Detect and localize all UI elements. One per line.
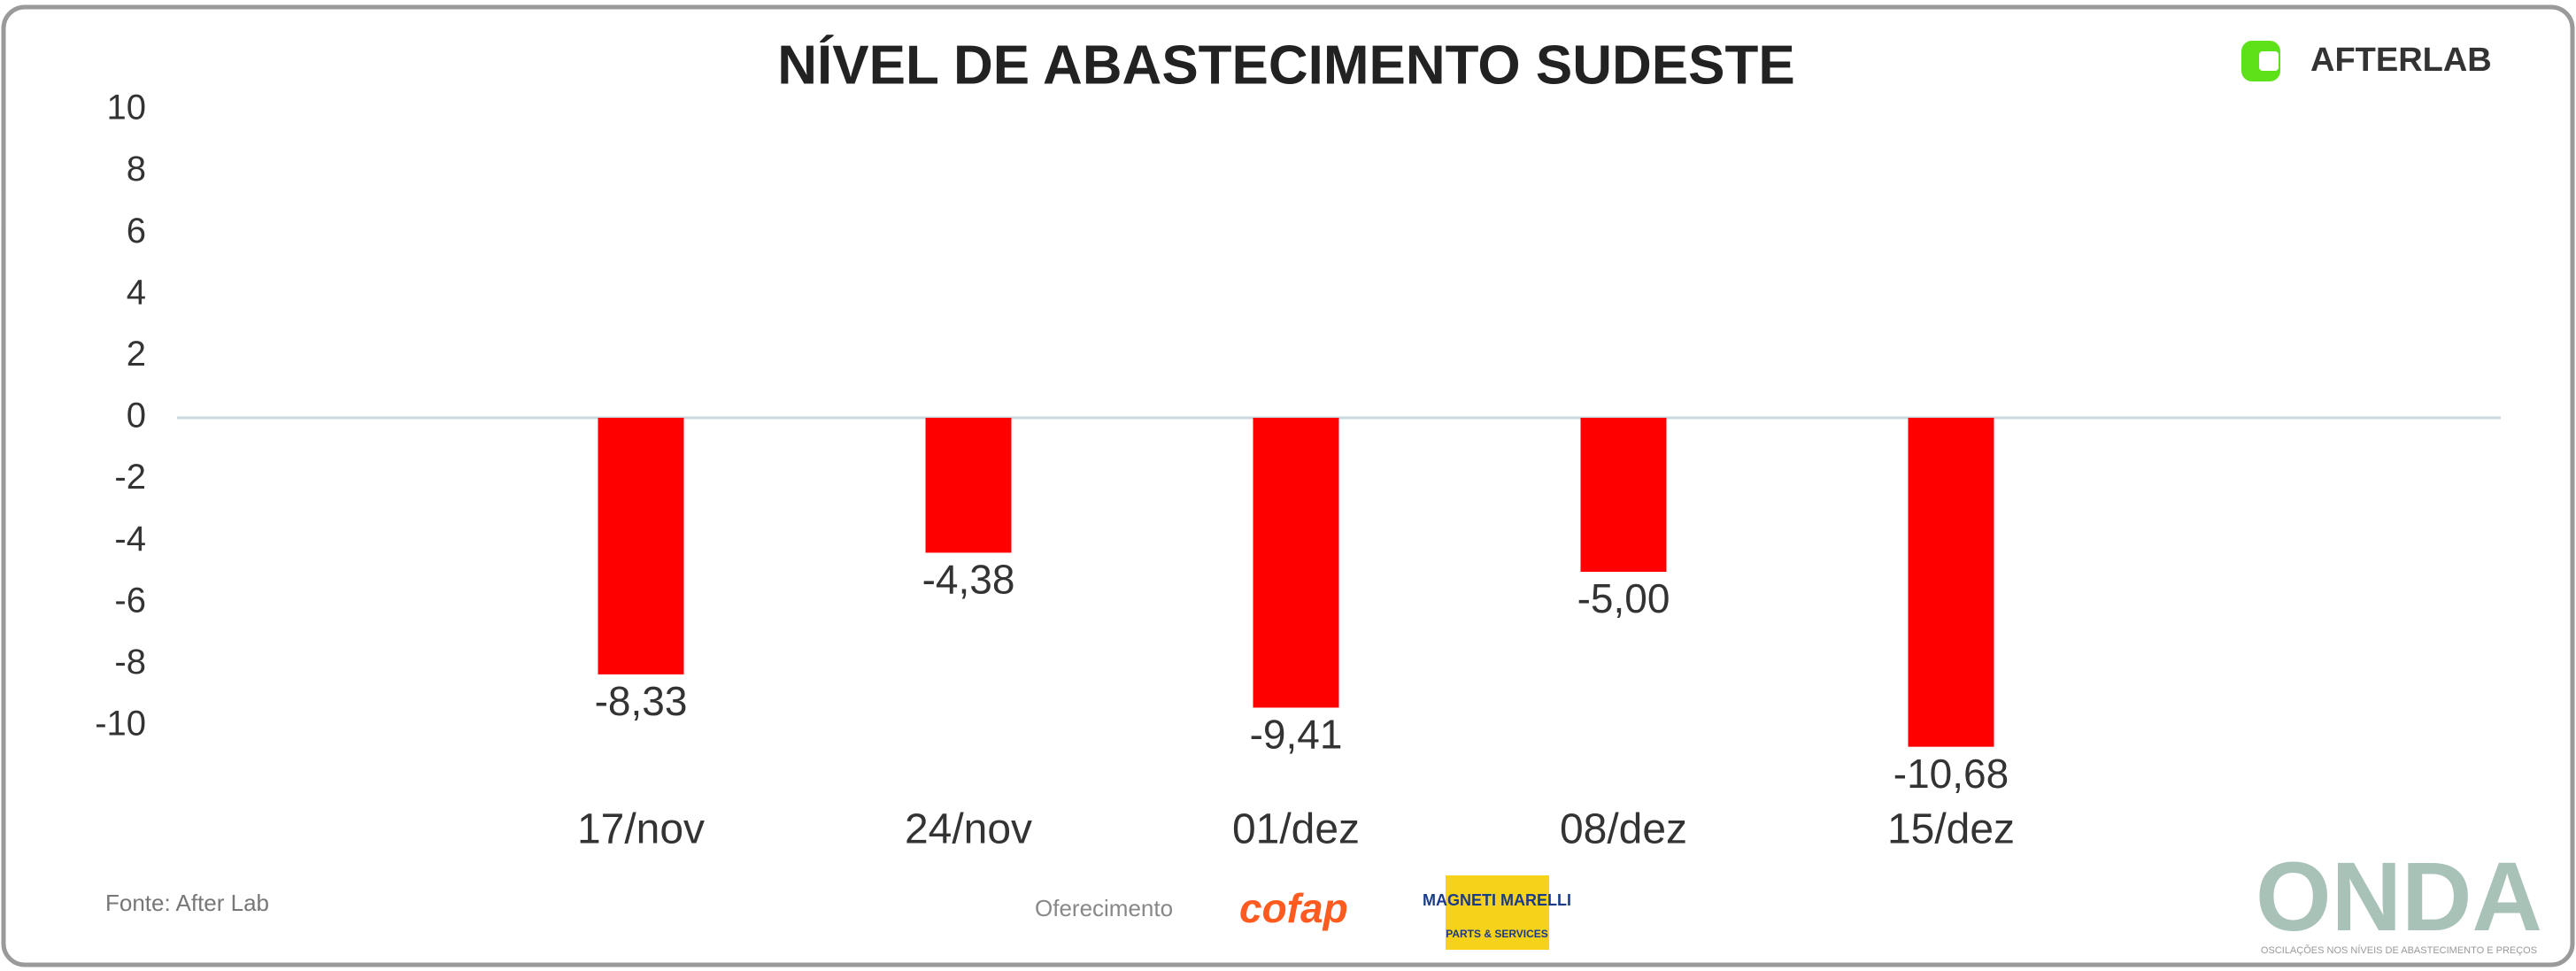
- cofap-logo: cofap: [1239, 885, 1348, 931]
- data-label: -9,41: [1250, 712, 1343, 758]
- data-label: -10,68: [1893, 751, 2009, 797]
- y-tick-label: 2: [127, 335, 146, 374]
- bar: [1253, 418, 1339, 708]
- y-tick-label: -2: [114, 458, 146, 497]
- data-label: -5,00: [1577, 575, 1670, 621]
- x-tick-label: 08/dez: [1560, 806, 1687, 853]
- bar: [598, 418, 684, 674]
- marelli-logo: MAGNETI MARELLI: [1423, 891, 1571, 909]
- y-tick-label: 4: [127, 273, 146, 312]
- marelli-sub: PARTS & SERVICES: [1446, 928, 1548, 940]
- y-tick-label: -10: [95, 705, 146, 744]
- x-tick-label: 17/nov: [577, 806, 705, 853]
- bar: [1580, 418, 1667, 572]
- y-tick-label: 10: [107, 89, 147, 127]
- marelli-box: [1446, 875, 1549, 950]
- onda-sub: OSCILAÇÕES NOS NÍVEIS DE ABASTECIMENTO E…: [2261, 944, 2537, 956]
- x-tick-label: 15/dez: [1887, 806, 2015, 853]
- y-tick-label: -6: [114, 581, 146, 620]
- onda-logo: ONDA: [2256, 843, 2542, 952]
- afterlab-logo: AFTERLAB: [2241, 41, 2492, 81]
- source: Fonte: After Lab: [105, 890, 269, 916]
- y-tick-label: 8: [127, 150, 146, 189]
- logo-text: AFTERLAB: [2310, 42, 2492, 79]
- logo-mark-cut: [2259, 51, 2279, 71]
- data-label: -8,33: [595, 678, 688, 724]
- y-tick-label: -4: [114, 520, 146, 559]
- x-tick-label: 24/nov: [905, 806, 1032, 853]
- sponsor-label: Oferecimento: [1035, 895, 1173, 921]
- data-label: -4,38: [922, 557, 1015, 603]
- bar: [925, 418, 1012, 553]
- x-tick-label: 01/dez: [1232, 806, 1360, 853]
- y-tick-label: 6: [127, 212, 146, 250]
- chart-title: NÍVEL DE ABASTECIMENTO SUDESTE: [777, 35, 1794, 96]
- y-tick-label: 0: [127, 397, 146, 435]
- y-tick-label: -8: [114, 643, 146, 682]
- bar: [1908, 418, 1994, 747]
